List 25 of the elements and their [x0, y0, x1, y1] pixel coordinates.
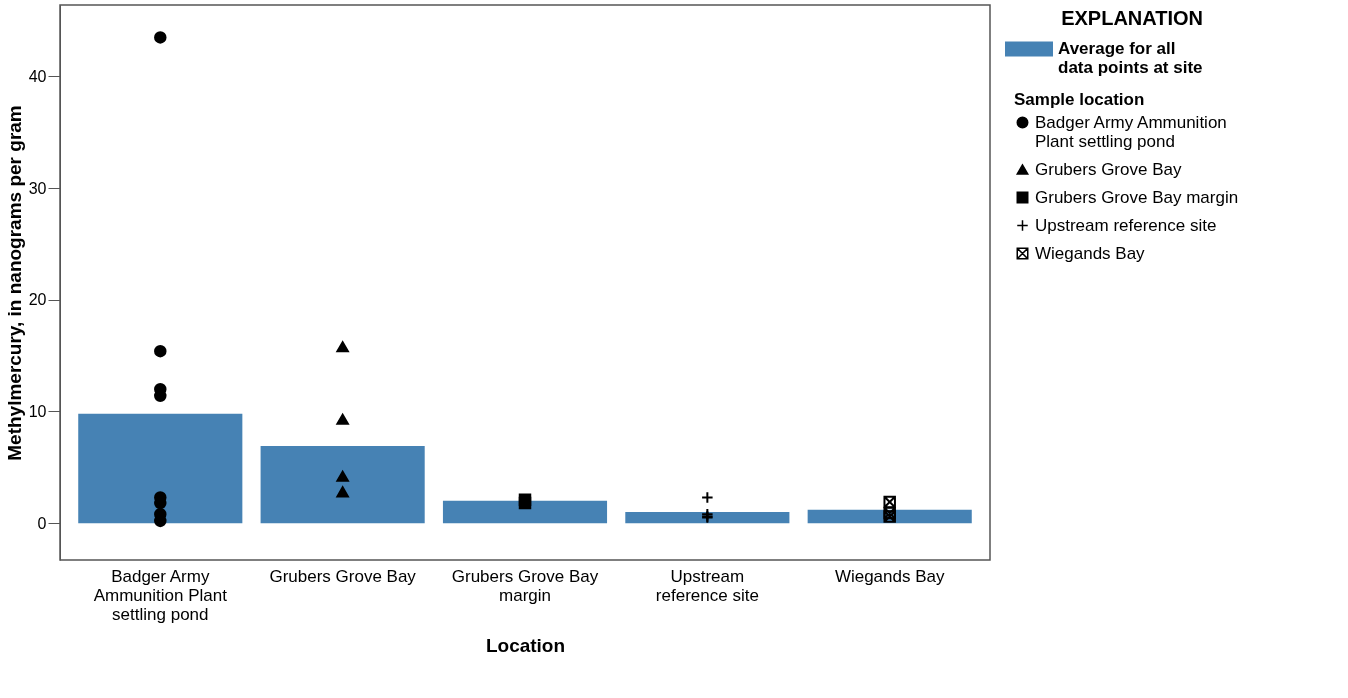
text: Sample location	[1014, 90, 1145, 109]
y-axis-title: Methylmercury, in nanograms per gram	[3, 105, 25, 461]
bar	[260, 446, 425, 524]
y-tick-label: 30	[28, 179, 47, 197]
legend-label: Wiegands Bay	[1035, 243, 1146, 263]
legend-label: Grubers Grove Bay	[1035, 159, 1182, 179]
y-tick-label: 40	[28, 67, 47, 85]
legend-title: EXPLANATION	[1061, 7, 1203, 29]
x-tick-label: Badger Army Ammunition Plant settling pond	[93, 566, 228, 624]
x-tick-label: Grubers Grove Bay	[269, 566, 417, 586]
x-tick-label: Upstream reference site	[655, 566, 759, 605]
x-tick-label: Grubers Grove Bay margin	[451, 566, 599, 605]
bar	[78, 413, 243, 524]
legend-label: Average for all data points at site	[1058, 39, 1203, 77]
y-tick-label: 0	[37, 514, 47, 532]
bar	[807, 509, 972, 524]
legend-label: Badger Army Ammunition Plant settling pond	[1035, 112, 1227, 151]
legend-label: Upstream reference site	[1035, 215, 1217, 235]
y-tick-label: 10	[28, 402, 47, 420]
y-tick-label: 20	[28, 291, 47, 309]
bar	[625, 511, 790, 524]
x-axis-title: Location	[485, 634, 566, 656]
x-tick-label: Wiegands Bay	[834, 566, 946, 586]
legend-label: Grubers Grove Bay margin	[1035, 187, 1239, 207]
bar	[442, 500, 608, 524]
